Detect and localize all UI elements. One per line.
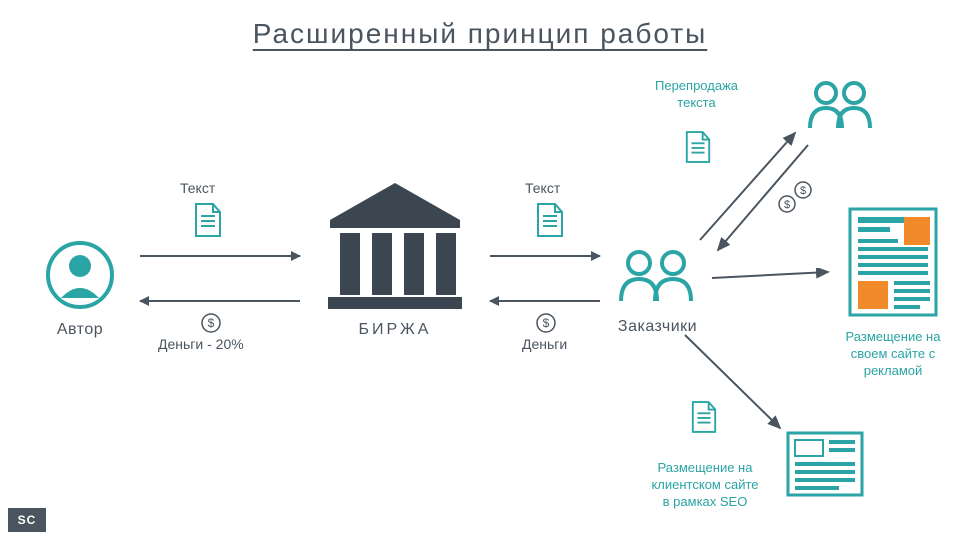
doc-icon-4 xyxy=(690,400,718,434)
svg-text:$: $ xyxy=(208,316,215,330)
newspaper-icon xyxy=(785,430,865,498)
arrow-exchange-to-author xyxy=(140,300,300,302)
dollar-icon-1: $ xyxy=(200,312,222,334)
brand-logo: SC xyxy=(8,508,46,532)
label-money: Деньги xyxy=(522,336,567,352)
page-title: Расширенный принцип работы xyxy=(0,18,960,50)
bank-icon xyxy=(320,175,470,310)
svg-text:$: $ xyxy=(543,316,550,330)
arrow-exchange-to-customers xyxy=(490,255,600,257)
dollar-icon-2: $ xyxy=(535,312,557,334)
author-label: Автор xyxy=(40,321,120,339)
arrow-author-to-exchange xyxy=(140,255,300,257)
customers-node: Заказчики xyxy=(610,245,705,336)
person-circle-icon xyxy=(45,240,115,310)
website-node: Размещение насвоем сайте срекламой xyxy=(838,205,948,380)
arrow-customers-website xyxy=(710,268,840,288)
newspaper-ads-icon xyxy=(846,205,941,320)
exchange-node: БИРЖА xyxy=(320,175,470,339)
svg-text:$: $ xyxy=(800,185,806,197)
author-node: Автор xyxy=(40,240,120,339)
svg-text:$: $ xyxy=(784,199,790,211)
seo-label: Размещение наклиентском сайтев рамках SE… xyxy=(640,460,770,511)
doc-icon-1 xyxy=(193,202,223,238)
arrow-customers-to-exchange xyxy=(490,300,600,302)
dollar-icon-pair: $ $ xyxy=(775,180,815,214)
doc-icon-3 xyxy=(684,130,712,164)
seo-node xyxy=(780,430,870,503)
exchange-label: БИРЖА xyxy=(320,321,470,339)
website-label: Размещение насвоем сайте срекламой xyxy=(838,329,948,380)
resell-label: Перепродажатекста xyxy=(655,78,738,112)
people-group-icon xyxy=(615,245,700,307)
label-text-2: Текст xyxy=(525,180,560,196)
label-money-minus20: Деньги - 20% xyxy=(158,336,244,352)
label-text-1: Текст xyxy=(180,180,215,196)
doc-icon-2 xyxy=(535,202,565,238)
